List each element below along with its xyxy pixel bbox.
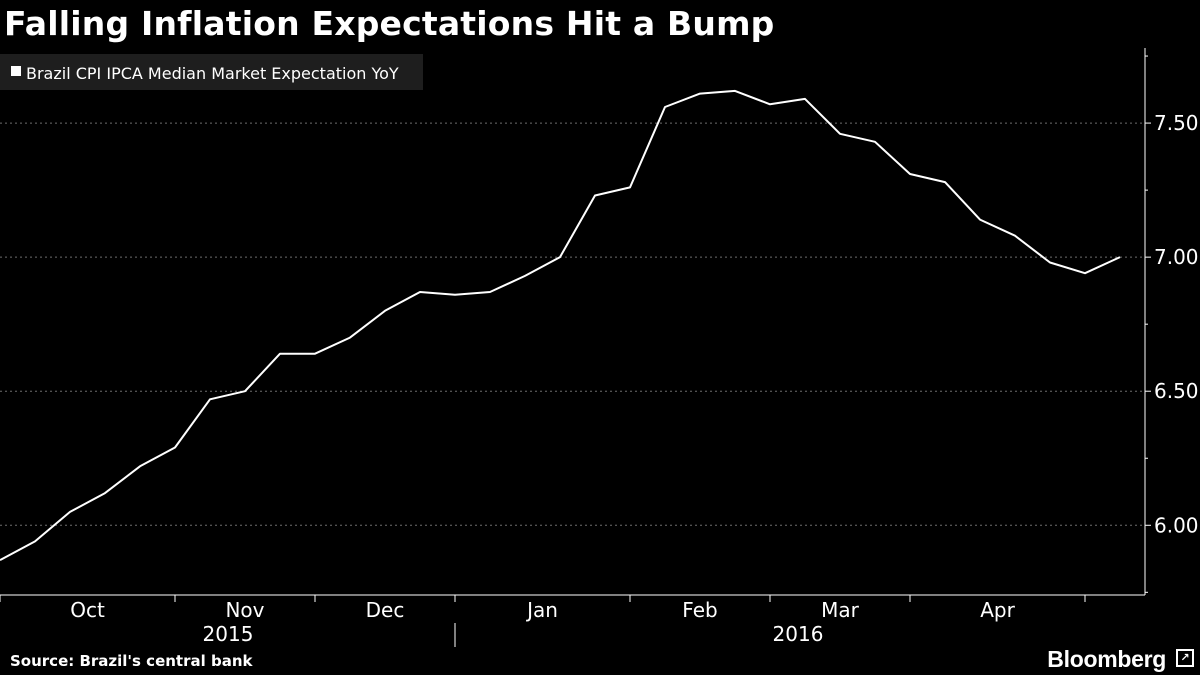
x-year-label: 2016 xyxy=(773,622,824,646)
x-month-label: Feb xyxy=(682,598,717,622)
x-month-label: Mar xyxy=(821,598,860,622)
y-tick-label: 6.50 xyxy=(1154,379,1199,403)
brand-logo-text: Bloomberg xyxy=(1047,646,1166,672)
series-line xyxy=(0,89,1121,561)
x-year-label: 2015 xyxy=(203,622,254,646)
y-tick-label: 7.00 xyxy=(1154,245,1199,269)
legend-swatch xyxy=(11,66,21,76)
legend-box xyxy=(0,54,423,90)
gridlines xyxy=(0,122,1145,526)
source-note: Source: Brazil's central bank xyxy=(10,652,253,670)
y-axis-ticks: 6.00 6.50 7.00 7.50 xyxy=(1145,55,1199,593)
x-month-label: Jan xyxy=(525,598,558,622)
legend: Brazil CPI IPCA Median Market Expectatio… xyxy=(0,54,423,90)
x-month-label: Oct xyxy=(70,598,105,622)
axes xyxy=(0,48,1146,596)
y-tick-label: 6.00 xyxy=(1154,513,1199,537)
series-group xyxy=(0,89,1121,561)
chart-title: Falling Inflation Expectations Hit a Bum… xyxy=(4,4,775,43)
terminal-icon: ↗ xyxy=(1176,649,1194,667)
x-month-label: Nov xyxy=(225,598,264,622)
x-axis-ticks: Oct Nov Dec Jan Feb Mar Apr 2015 2016 xyxy=(0,595,1086,647)
x-month-label: Apr xyxy=(980,598,1015,622)
x-month-label: Dec xyxy=(366,598,405,622)
legend-label: Brazil CPI IPCA Median Market Expectatio… xyxy=(26,64,399,83)
y-tick-label: 7.50 xyxy=(1154,111,1199,135)
